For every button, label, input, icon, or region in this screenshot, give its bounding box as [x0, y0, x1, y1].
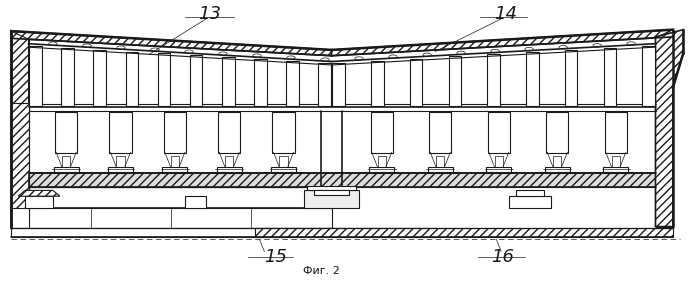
Polygon shape — [11, 31, 332, 56]
Bar — [158, 54, 170, 106]
Bar — [369, 167, 394, 173]
Bar — [218, 112, 240, 153]
Polygon shape — [332, 30, 673, 56]
Bar — [487, 167, 512, 173]
Bar — [510, 196, 551, 208]
Bar — [371, 112, 393, 153]
Bar — [332, 63, 345, 106]
Bar — [436, 156, 445, 170]
Bar — [428, 167, 453, 173]
Bar — [216, 167, 242, 173]
Bar — [126, 52, 138, 106]
Bar — [164, 112, 186, 153]
Bar — [429, 112, 452, 153]
Bar — [565, 50, 577, 106]
Bar — [54, 167, 79, 173]
Bar — [254, 59, 267, 106]
Bar — [61, 48, 74, 106]
Bar — [29, 46, 42, 106]
Bar — [642, 46, 655, 106]
Bar — [11, 228, 436, 237]
Bar — [163, 167, 187, 173]
Text: 16: 16 — [491, 248, 514, 266]
Bar — [517, 190, 544, 196]
Bar — [171, 156, 179, 170]
Bar — [225, 156, 233, 170]
Polygon shape — [655, 30, 683, 227]
Bar — [546, 112, 568, 153]
Polygon shape — [11, 103, 29, 227]
Bar — [110, 112, 132, 153]
Bar — [272, 112, 295, 153]
Polygon shape — [11, 31, 29, 227]
Bar — [55, 112, 77, 153]
Polygon shape — [18, 190, 60, 196]
Polygon shape — [655, 103, 673, 227]
Bar — [378, 156, 386, 170]
Bar — [94, 50, 106, 106]
Bar — [487, 54, 500, 106]
Bar — [286, 61, 299, 106]
Bar — [11, 208, 332, 228]
Bar — [271, 167, 296, 173]
Text: Фиг. 2: Фиг. 2 — [303, 266, 339, 276]
Bar — [222, 57, 235, 106]
Bar — [314, 190, 349, 195]
Text: 14: 14 — [494, 5, 517, 23]
Polygon shape — [655, 30, 673, 227]
Bar — [190, 55, 202, 106]
Bar — [526, 52, 539, 106]
Text: 15: 15 — [265, 248, 288, 266]
Bar — [604, 112, 627, 153]
Bar — [307, 186, 356, 190]
Bar — [371, 61, 384, 106]
Bar — [279, 156, 288, 170]
Bar — [604, 48, 616, 106]
Bar — [25, 196, 53, 208]
Bar — [318, 63, 331, 106]
Bar — [553, 156, 561, 170]
Bar — [410, 58, 422, 106]
Text: 13: 13 — [198, 5, 221, 23]
Polygon shape — [29, 173, 655, 187]
Bar — [62, 156, 70, 170]
Bar — [488, 112, 510, 153]
Bar — [544, 167, 570, 173]
Bar — [495, 156, 503, 170]
Bar — [29, 187, 328, 208]
Bar — [117, 156, 125, 170]
Polygon shape — [255, 228, 673, 237]
Bar — [185, 196, 206, 208]
Bar — [603, 167, 628, 173]
Bar — [304, 190, 359, 208]
Bar — [108, 167, 133, 173]
Bar — [611, 156, 620, 170]
Bar — [449, 56, 461, 106]
